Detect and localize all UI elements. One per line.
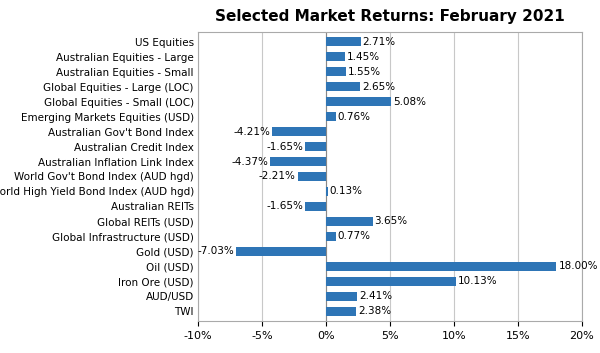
Bar: [326, 82, 360, 91]
Bar: [326, 262, 556, 271]
Bar: [272, 127, 326, 136]
Bar: [305, 202, 326, 211]
Text: 2.65%: 2.65%: [362, 82, 395, 91]
Text: 2.71%: 2.71%: [362, 36, 396, 47]
Bar: [326, 52, 344, 61]
Text: 0.77%: 0.77%: [338, 232, 371, 241]
Text: 2.38%: 2.38%: [358, 306, 392, 317]
Bar: [236, 247, 326, 256]
Text: 1.45%: 1.45%: [346, 52, 380, 61]
Text: 3.65%: 3.65%: [374, 216, 408, 227]
Bar: [326, 97, 391, 106]
Text: -4.21%: -4.21%: [233, 126, 270, 137]
Bar: [326, 187, 328, 196]
Text: 2.41%: 2.41%: [359, 292, 392, 301]
Bar: [326, 217, 373, 226]
Text: 5.08%: 5.08%: [393, 96, 426, 107]
Bar: [326, 277, 455, 286]
Title: Selected Market Returns: February 2021: Selected Market Returns: February 2021: [215, 9, 565, 24]
Text: 1.55%: 1.55%: [348, 66, 381, 77]
Bar: [326, 307, 356, 316]
Text: 0.13%: 0.13%: [329, 186, 362, 197]
Text: 0.76%: 0.76%: [338, 112, 371, 121]
Text: 18.00%: 18.00%: [559, 262, 598, 271]
Text: 10.13%: 10.13%: [458, 276, 497, 287]
Text: -4.37%: -4.37%: [231, 156, 268, 167]
Bar: [270, 157, 326, 166]
Bar: [326, 292, 357, 301]
Text: -2.21%: -2.21%: [259, 172, 296, 181]
Bar: [326, 112, 336, 121]
Bar: [326, 232, 336, 241]
Text: -1.65%: -1.65%: [266, 202, 303, 211]
Bar: [326, 37, 361, 46]
Text: -1.65%: -1.65%: [266, 142, 303, 151]
Bar: [298, 172, 326, 181]
Text: -7.03%: -7.03%: [197, 246, 234, 257]
Bar: [326, 67, 346, 76]
Bar: [305, 142, 326, 151]
